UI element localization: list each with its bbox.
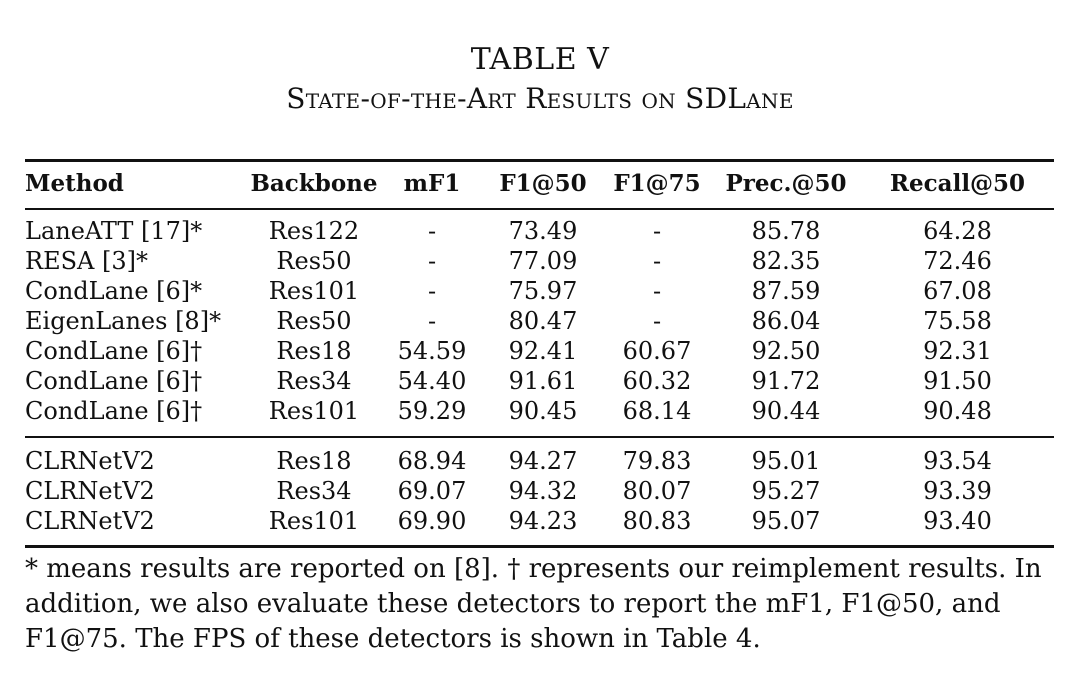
value-cell: - [427, 217, 437, 245]
method-cell: EigenLanes [8]* [25, 307, 222, 335]
value-cell: - [427, 277, 437, 305]
table-row: CondLane [6]* Res101 - 75.97 - 87.59 67.08 [25, 276, 1054, 306]
value-cell: 75.97 [508, 277, 578, 305]
header-prec-50: Prec.@50 [725, 170, 847, 197]
method-cell: CondLane [6]* [25, 277, 203, 305]
value-cell: 91.72 [751, 367, 821, 395]
value-cell: Res34 [276, 477, 352, 505]
value-cell: 91.50 [923, 367, 992, 395]
table-row: CLRNetV2 Res18 68.94 94.27 79.83 95.01 93.54 [25, 446, 1054, 476]
value-cell: Res101 [268, 507, 360, 535]
value-cell: 59.29 [397, 397, 467, 425]
value-cell: 94.23 [508, 507, 578, 535]
value-cell: - [427, 307, 437, 335]
value-cell: - [652, 307, 662, 335]
value-cell: 95.07 [751, 507, 821, 535]
method-cell: CondLane [6]† [25, 397, 203, 425]
table-row: EigenLanes [8]* Res50 - 80.47 - 86.04 75.58 [25, 306, 1054, 336]
value-cell: 91.61 [508, 367, 578, 395]
value-cell: 68.94 [397, 447, 467, 475]
value-cell: 54.40 [397, 367, 467, 395]
table-row: RESA [3]* Res50 - 77.09 - 82.35 72.46 [25, 246, 1054, 276]
value-cell: 93.40 [923, 507, 992, 535]
table-row: CLRNetV2 Res101 69.90 94.23 80.83 95.07 93.40 [25, 506, 1054, 536]
table-row: CLRNetV2 Res34 69.07 94.32 80.07 95.27 93.39 [25, 476, 1054, 506]
header-mf1: mF1 [403, 170, 461, 197]
value-cell: - [652, 277, 662, 305]
method-cell: CLRNetV2 [25, 447, 155, 475]
results-table: Method Backbone mF1 F1@50 F1@75 Prec.@50… [25, 168, 1054, 200]
value-cell: 54.59 [397, 337, 467, 365]
value-cell: Res34 [276, 367, 352, 395]
value-cell: 64.28 [923, 217, 992, 245]
baseline-group: LaneATT [17]* Res122-73.49-85.78 64.28 RESA… [25, 216, 1054, 426]
value-cell: 90.48 [923, 397, 992, 425]
group-separator-rule [25, 436, 1054, 438]
method-cell: CondLane [6]† [25, 337, 203, 365]
header-recall-50: Recall@50 [889, 170, 1026, 197]
value-cell: Res50 [276, 307, 352, 335]
header-f1-50: F1@50 [499, 170, 587, 197]
value-cell: 72.46 [923, 247, 992, 275]
method-cell: CLRNetV2 [25, 477, 155, 505]
value-cell: 90.45 [508, 397, 578, 425]
value-cell: 90.44 [751, 397, 821, 425]
method-cell: RESA [3]* [25, 247, 148, 275]
value-cell: 94.32 [508, 477, 578, 505]
value-cell: 67.08 [923, 277, 992, 305]
table-row: LaneATT [17]* Res122 - 73.49 - 85.78 64.28 [25, 216, 1054, 246]
header-rule [25, 208, 1054, 210]
value-cell: 93.39 [923, 477, 992, 505]
bottom-rule [25, 545, 1054, 548]
table-row: CondLane [6]† Res101 59.29 90.45 68.14 90.44 9… [25, 396, 1054, 426]
value-cell: 92.50 [751, 337, 821, 365]
header-backbone: Backbone [250, 170, 378, 197]
header-method: Method [25, 170, 124, 197]
value-cell: 95.01 [751, 447, 821, 475]
top-rule [25, 159, 1054, 162]
value-cell: 77.09 [508, 247, 578, 275]
value-cell: - [652, 247, 662, 275]
value-cell: 94.27 [508, 447, 578, 475]
value-cell: 92.41 [508, 337, 578, 365]
value-cell: Res101 [268, 277, 360, 305]
table-number: TABLE V [470, 42, 610, 77]
table-footnote: * means results are reported on [8]. † r… [25, 554, 1042, 654]
value-cell: 82.35 [751, 247, 821, 275]
table-row: CondLane [6]† Res18 54.59 92.41 60.67 92.50 92… [25, 336, 1054, 366]
value-cell: 85.78 [751, 217, 821, 245]
value-cell: 60.32 [622, 367, 692, 395]
value-cell: - [652, 217, 662, 245]
value-cell: 80.47 [508, 307, 578, 335]
value-cell: - [427, 247, 437, 275]
value-cell: 69.07 [397, 477, 467, 505]
value-cell: 80.07 [622, 477, 692, 505]
value-cell: 60.67 [622, 337, 692, 365]
method-cell: CLRNetV2 [25, 507, 155, 535]
value-cell: 73.49 [508, 217, 578, 245]
table-row: CondLane [6]† Res34 54.40 91.61 60.32 91.72 91… [25, 366, 1054, 396]
value-cell: 86.04 [751, 307, 821, 335]
method-cell: LaneATT [17]* [25, 217, 203, 245]
value-cell: 95.27 [751, 477, 821, 505]
value-cell: 87.59 [751, 277, 821, 305]
value-cell: 92.31 [923, 337, 992, 365]
value-cell: 69.90 [397, 507, 467, 535]
value-cell: Res101 [268, 397, 360, 425]
method-cell: CondLane [6]† [25, 367, 203, 395]
header-row: Method Backbone mF1 F1@50 F1@75 Prec.@50… [25, 168, 1054, 200]
value-cell: Res18 [276, 447, 352, 475]
value-cell: 80.83 [622, 507, 692, 535]
header-f1-75: F1@75 [613, 170, 701, 197]
value-cell: 79.83 [622, 447, 692, 475]
value-cell: 93.54 [923, 447, 992, 475]
value-cell: Res18 [276, 337, 352, 365]
table-title: State-of-the-Art Results on SDLane [286, 82, 794, 115]
value-cell: 75.58 [923, 307, 992, 335]
value-cell: Res50 [276, 247, 352, 275]
clrnetv2-group: CLRNetV2 Res18 68.94 94.27 79.83 95.01 93.54 CL… [25, 446, 1054, 536]
value-cell: 68.14 [622, 397, 692, 425]
value-cell: Res122 [268, 217, 360, 245]
